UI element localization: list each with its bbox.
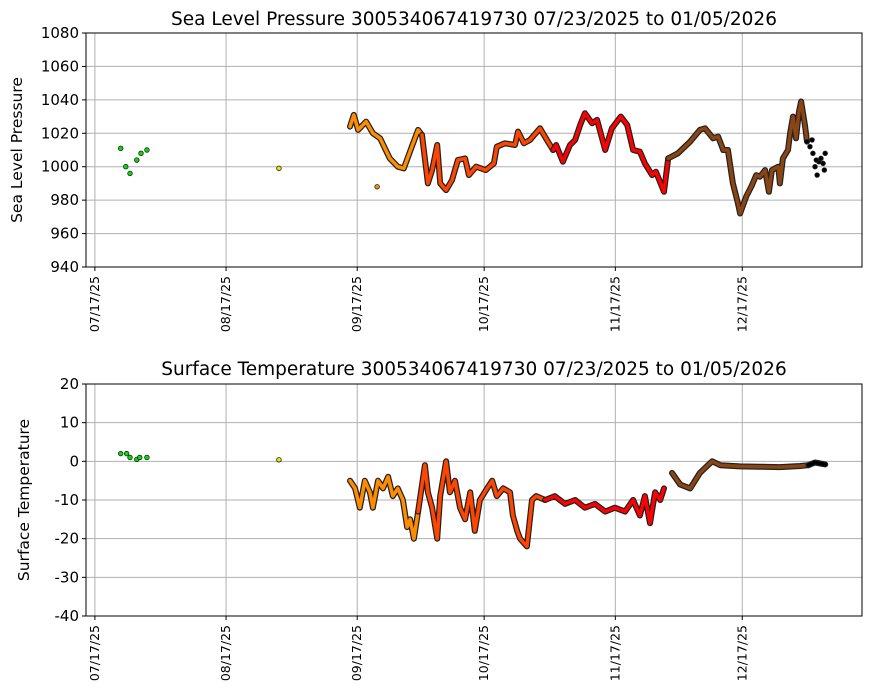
- series-early: [117, 450, 150, 463]
- y-tick-label: 980: [50, 191, 79, 209]
- data-point: [123, 450, 130, 457]
- data-point: [821, 167, 828, 173]
- series-nov: [542, 485, 667, 527]
- x-tick-label: 08/17/25: [218, 625, 233, 681]
- x-tick-label: 10/17/25: [476, 276, 491, 332]
- y-tick-label: -10: [55, 491, 80, 509]
- y-tick-label: 960: [50, 225, 79, 243]
- series-outline: [550, 110, 672, 195]
- series-aug: [276, 457, 282, 463]
- series-line: [666, 99, 809, 216]
- series-line: [348, 475, 420, 541]
- series-oct: [419, 125, 557, 194]
- y-tick-label: 1080: [41, 24, 79, 42]
- axes-frame: [85, 32, 863, 268]
- series-sep: [347, 111, 425, 172]
- y-tick-label: 940: [50, 258, 79, 276]
- y-tick-label: -30: [55, 568, 80, 586]
- series-line: [420, 126, 555, 192]
- y-tick-label: -20: [55, 530, 80, 548]
- series-dec: [665, 98, 810, 217]
- x-tick-label: 12/17/25: [734, 625, 749, 681]
- series-dec: [669, 458, 812, 492]
- data-point: [820, 160, 826, 167]
- y-tick-label: 0: [69, 452, 79, 470]
- series-oct: [415, 458, 549, 550]
- data-point: [804, 138, 810, 145]
- x-tick-label: 07/17/25: [87, 625, 102, 681]
- x-tick-label: 08/17/25: [218, 276, 233, 332]
- x-tick-label: 07/17/25: [87, 276, 102, 332]
- series-nov: [550, 110, 672, 195]
- y-tick-label: 1060: [41, 57, 79, 75]
- x-tick-label: 10/17/25: [476, 625, 491, 681]
- chart-title: Sea Level Pressure 300534067419730 07/23…: [171, 9, 777, 30]
- y-tick-label: -40: [55, 607, 80, 625]
- series-line: [543, 486, 666, 525]
- series-line: [348, 113, 424, 171]
- y-axis-label: Surface Temperature: [15, 419, 33, 581]
- series-outline: [347, 111, 425, 172]
- data-point: [117, 145, 124, 152]
- series-outlier: [374, 184, 380, 190]
- y-tick-label: 1040: [41, 91, 79, 109]
- x-tick-label: 09/17/25: [349, 276, 364, 332]
- data-point: [144, 147, 150, 153]
- data-point: [818, 155, 824, 162]
- subplot-2: -40 -30 -20 -10 0 10 20 07/17/25 08/17/25 09/17/2…: [15, 359, 863, 681]
- data-point: [809, 137, 815, 143]
- data-point: [117, 450, 124, 457]
- data-point: [822, 150, 828, 157]
- series-line: [806, 460, 827, 467]
- series-sep: [347, 473, 422, 542]
- x-tick-label: 11/17/25: [607, 276, 622, 332]
- y-tick-label: 20: [60, 375, 79, 393]
- subplot-1: 940 960 980 1000 1020 1040 1060 1080 07/17/25 08/…: [8, 9, 863, 332]
- data-point: [807, 143, 813, 150]
- series-jan: [804, 137, 828, 178]
- data-point: [127, 170, 133, 177]
- y-tick-label: 1000: [41, 158, 79, 176]
- x-tick-label: 11/17/25: [607, 625, 622, 681]
- series-early: [117, 145, 150, 177]
- chart-title: Surface Temperature 300534067419730 07/2…: [161, 359, 786, 380]
- data-point: [144, 454, 150, 461]
- data-point: [374, 184, 380, 190]
- data-point: [123, 164, 129, 170]
- data-point: [276, 457, 282, 463]
- series-line: [416, 459, 547, 549]
- data-point: [134, 157, 140, 163]
- x-tick-label: 12/17/25: [734, 276, 749, 332]
- data-point: [810, 150, 816, 157]
- y-axis-label: Sea Level Pressure: [8, 77, 26, 223]
- data-point: [812, 164, 818, 170]
- series-line: [551, 111, 670, 194]
- y-tick-label: 10: [60, 414, 79, 432]
- series-aug: [276, 165, 282, 172]
- series-jan: [805, 459, 829, 469]
- data-point: [127, 454, 133, 461]
- data-point: [813, 157, 820, 163]
- data-point: [814, 172, 820, 178]
- data-point: [138, 150, 144, 157]
- series-line: [670, 459, 811, 491]
- x-tick-label: 09/17/25: [349, 625, 364, 681]
- data-point: [137, 454, 143, 461]
- y-tick-label: 1020: [41, 124, 79, 142]
- data-point: [276, 165, 282, 172]
